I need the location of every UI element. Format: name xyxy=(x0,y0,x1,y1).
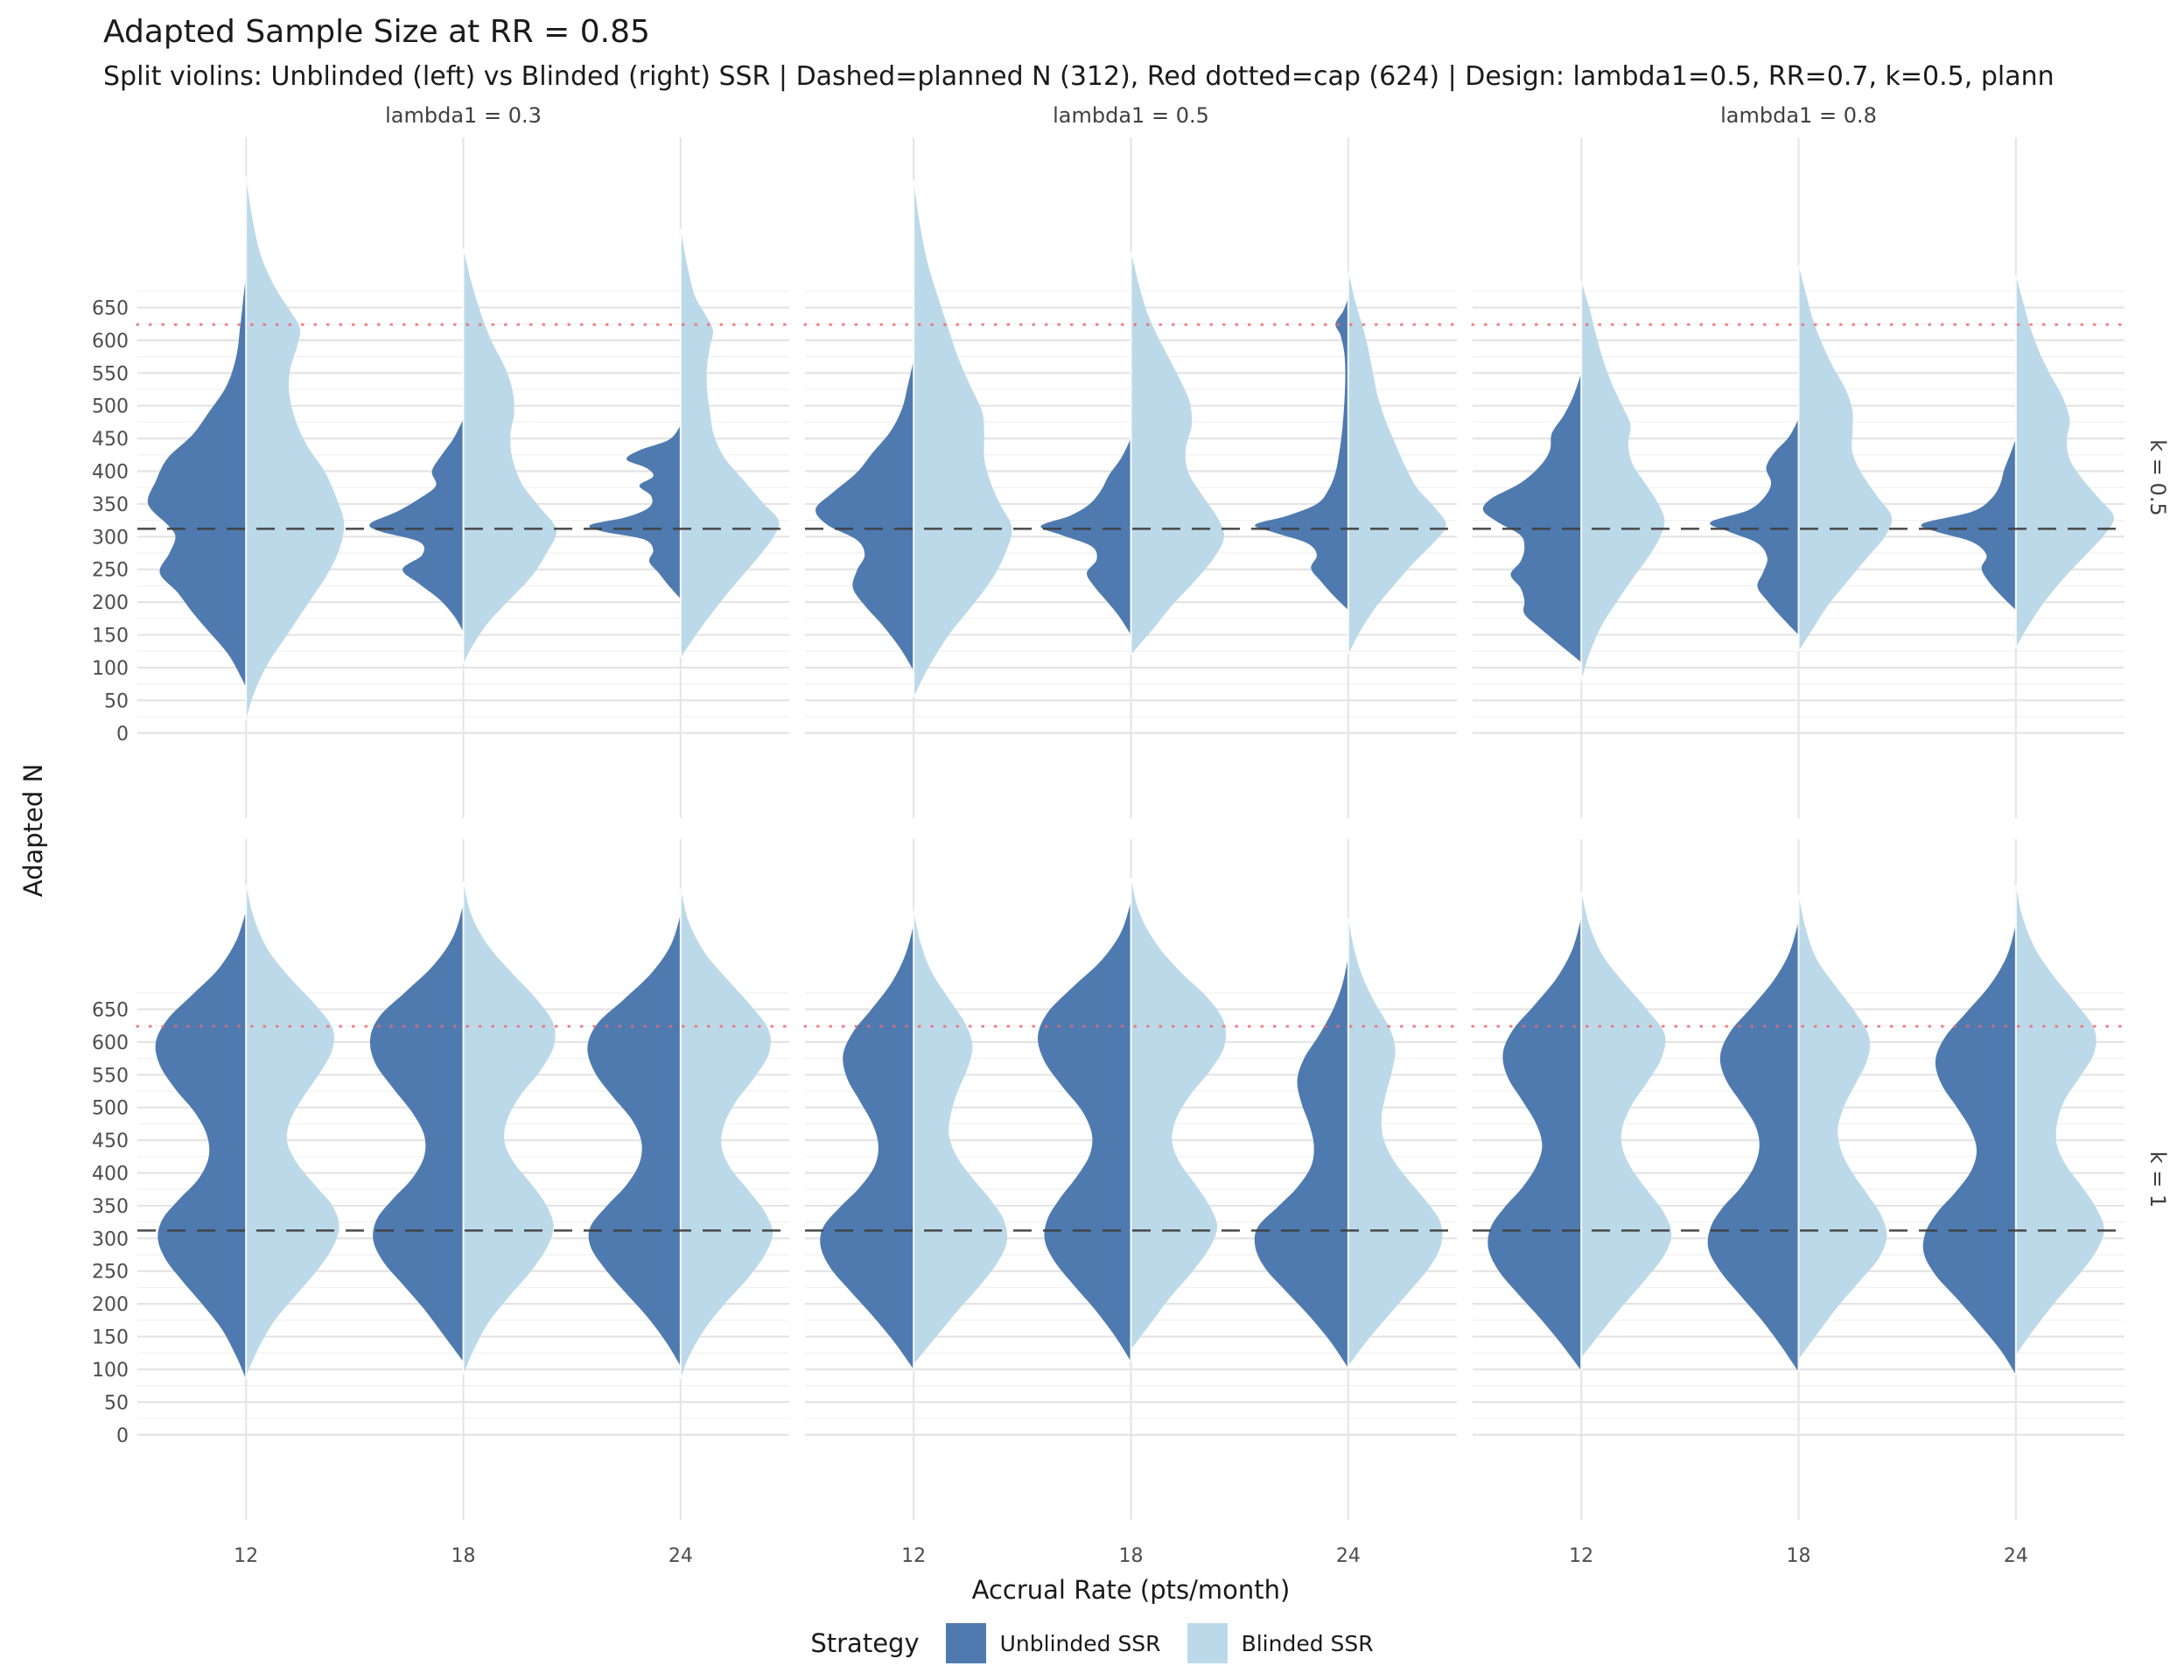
violin-half-blinded-x12 xyxy=(1581,891,1672,1358)
violin-half-blinded-x24 xyxy=(680,228,780,658)
violin-half-blinded-x12 xyxy=(246,176,345,720)
y-tick-label: 600 xyxy=(92,331,129,353)
legend-label-blinded: Blinded SSR xyxy=(1241,1630,1374,1656)
y-tick-label: 50 xyxy=(104,1392,129,1414)
violin-half-blinded-x24 xyxy=(680,888,774,1380)
violin-half-unblinded-x18 xyxy=(369,418,464,632)
panel-r0c1: lambda1 = 0.5 xyxy=(803,103,1459,818)
y-tick-label: 100 xyxy=(92,658,129,680)
y-tick-label: 0 xyxy=(116,724,129,746)
x-tick-label: 24 xyxy=(2004,1545,2028,1567)
x-tick-label: 18 xyxy=(452,1545,476,1567)
y-tick-label: 50 xyxy=(104,690,129,712)
facet-col-label: lambda1 = 0.3 xyxy=(385,103,542,128)
y-tick-label: 450 xyxy=(92,1130,129,1152)
violin-half-unblinded-x12 xyxy=(1482,373,1582,662)
y-tick-label: 150 xyxy=(92,1327,129,1349)
violin-half-blinded-x24 xyxy=(2015,275,2114,648)
y-tick-label: 0 xyxy=(116,1425,129,1447)
legend: Strategy Unblinded SSR Blinded SSR xyxy=(0,1617,2184,1670)
facet-col-label: lambda1 = 0.5 xyxy=(1053,103,1209,128)
violin-half-blinded-x24 xyxy=(1348,917,1443,1367)
violin-half-unblinded-x12 xyxy=(1488,917,1582,1371)
violin-half-unblinded-x24 xyxy=(589,425,681,599)
violin-half-blinded-x18 xyxy=(463,881,556,1375)
violin-half-unblinded-x18 xyxy=(1710,418,1799,635)
legend-swatch-blinded xyxy=(1186,1623,1228,1663)
y-tick-label: 650 xyxy=(92,1000,129,1022)
violin-half-blinded-x12 xyxy=(914,179,1012,697)
violin-half-unblinded-x12 xyxy=(147,275,247,688)
y-tick-label: 300 xyxy=(92,1228,129,1250)
y-tick-label: 650 xyxy=(92,298,129,320)
legend-item-unblinded: Unblinded SSR xyxy=(945,1623,1161,1663)
violin-half-blinded-x24 xyxy=(2015,885,2104,1355)
legend-item-blinded: Blinded SSR xyxy=(1186,1623,1374,1663)
y-tick-label: 500 xyxy=(92,396,129,418)
legend-swatch-unblinded xyxy=(945,1623,986,1663)
page-title: Adapted Sample Size at RR = 0.85 xyxy=(103,14,650,50)
x-axis-title: Accrual Rate (pts/month) xyxy=(971,1575,1291,1605)
violin-half-blinded-x18 xyxy=(463,248,557,665)
y-tick-label: 250 xyxy=(92,1262,129,1284)
violin-half-unblinded-x12 xyxy=(820,924,914,1369)
y-tick-label: 200 xyxy=(92,592,129,614)
panel-r0c0: 0 50 100 150 200 250 300 350 400 450 500 550 600 650 l… xyxy=(92,103,791,818)
violin-half-unblinded-x18 xyxy=(1040,438,1131,635)
x-tick-label: 12 xyxy=(1569,1545,1593,1567)
panel-r1c1: 12 18 24 xyxy=(803,839,1459,1567)
violin-half-unblinded-x12 xyxy=(155,911,247,1380)
violin-half-blinded-x18 xyxy=(1130,878,1227,1350)
x-tick-label: 18 xyxy=(1119,1545,1144,1567)
violin-half-blinded-x12 xyxy=(1581,281,1665,681)
y-tick-label: 600 xyxy=(92,1032,129,1054)
violin-half-unblinded-x18 xyxy=(369,904,464,1362)
y-tick-label: 400 xyxy=(92,462,129,484)
legend-title: Strategy xyxy=(810,1628,920,1658)
violin-half-unblinded-x24 xyxy=(1921,438,2016,611)
x-tick-label: 12 xyxy=(901,1545,926,1567)
y-axis-title: Adapted N xyxy=(18,763,48,898)
violin-half-unblinded-x24 xyxy=(1922,924,2016,1375)
facet-col-label: lambda1 = 0.8 xyxy=(1720,103,1877,128)
violin-half-blinded-x18 xyxy=(1130,251,1224,654)
legend-label-unblinded: Unblinded SSR xyxy=(999,1630,1161,1656)
violin-half-blinded-x18 xyxy=(1798,894,1887,1360)
x-tick-label: 18 xyxy=(1787,1545,1811,1567)
violin-half-blinded-x12 xyxy=(246,885,340,1376)
violin-half-blinded-x18 xyxy=(1798,264,1893,652)
y-tick-label: 350 xyxy=(92,494,129,516)
violin-half-unblinded-x24 xyxy=(1255,298,1348,611)
violin-half-blinded-x24 xyxy=(1348,271,1446,654)
y-tick-label: 550 xyxy=(92,1065,129,1087)
y-tick-label: 100 xyxy=(92,1360,129,1382)
panel-r1c2: 12 18 24 k = 1 xyxy=(1471,839,2170,1567)
y-tick-label: 200 xyxy=(92,1294,129,1316)
violin-half-unblinded-x24 xyxy=(1254,956,1348,1368)
y-tick-label: 250 xyxy=(92,560,129,582)
y-tick-label: 300 xyxy=(92,527,129,549)
y-tick-label: 400 xyxy=(92,1164,129,1186)
y-tick-label: 450 xyxy=(92,429,129,451)
y-tick-label: 350 xyxy=(92,1196,129,1218)
violin-half-blinded-x12 xyxy=(914,911,1008,1364)
violin-half-unblinded-x18 xyxy=(1038,901,1131,1362)
y-tick-label: 550 xyxy=(92,363,129,385)
x-tick-label: 24 xyxy=(668,1545,693,1567)
y-tick-label: 150 xyxy=(92,626,129,648)
panel-r1c0: 0 50 100 150 200 250 300 350 400 450 500 550 600 650 1… xyxy=(92,839,791,1567)
facet-row-label: k = 0.5 xyxy=(2146,439,2170,515)
violin-half-unblinded-x18 xyxy=(1707,920,1799,1372)
facet-row-label: k = 1 xyxy=(2146,1152,2170,1208)
panel-r0c2: lambda1 = 0.8 k = 0.5 xyxy=(1471,103,2170,818)
violin-half-unblinded-x12 xyxy=(816,360,914,671)
x-tick-label: 12 xyxy=(234,1545,258,1567)
y-tick-label: 500 xyxy=(92,1098,129,1120)
x-tick-label: 24 xyxy=(1336,1545,1361,1567)
page-subtitle: Split violins: Unblinded (left) vs Blind… xyxy=(103,61,2054,92)
